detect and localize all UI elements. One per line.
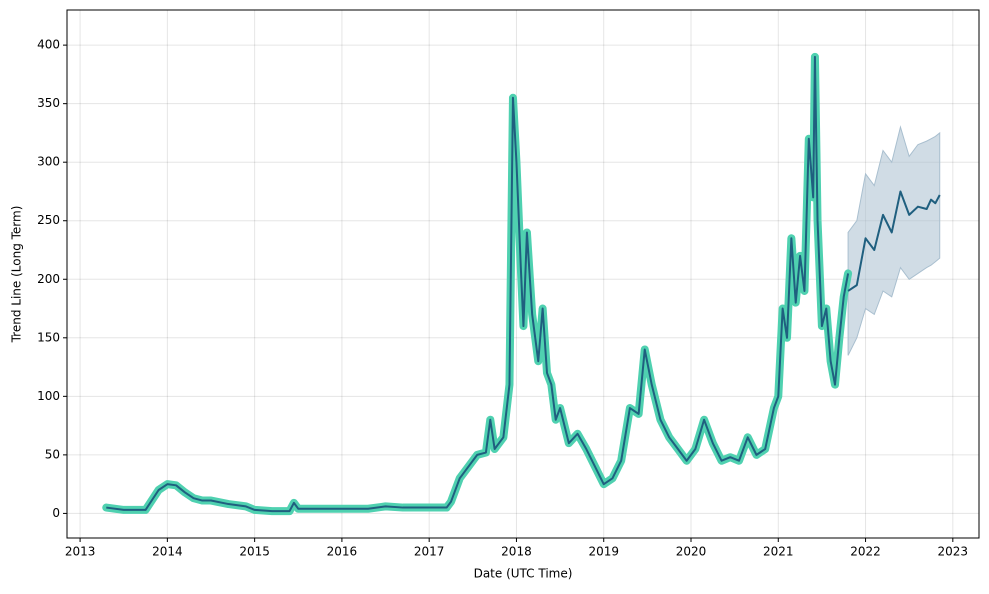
x-tick-label: 2022	[850, 545, 881, 559]
line	[847, 190, 941, 292]
x-tick-label: 2019	[588, 545, 619, 559]
x-tick-label: 2020	[676, 545, 707, 559]
line	[106, 55, 850, 513]
x-tick-label: 2017	[414, 545, 445, 559]
y-tick-label: 150	[37, 330, 60, 344]
x-tick-label: 2013	[65, 545, 96, 559]
x-tick-label: 2018	[501, 545, 532, 559]
x-tick-label: 2016	[327, 545, 358, 559]
x-tick-label: 2023	[938, 545, 969, 559]
y-tick-label: 350	[37, 96, 60, 110]
line-halo	[102, 52, 853, 516]
y-tick-label: 250	[37, 213, 60, 227]
x-tick-label: 2021	[763, 545, 794, 559]
y-tick-label: 300	[37, 155, 60, 169]
y-tick-label: 50	[45, 447, 60, 461]
x-tick-label: 2014	[152, 545, 183, 559]
y-tick-label: 0	[52, 506, 60, 520]
x-axis-label: Date (UTC Time)	[474, 567, 573, 581]
confidence-band	[847, 125, 941, 356]
y-tick-label: 100	[37, 389, 60, 403]
x-tick-label: 2015	[239, 545, 270, 559]
y-tick-label: 200	[37, 272, 60, 286]
y-axis-label: Trend Line (Long Term)	[10, 206, 24, 344]
plot-frame	[66, 9, 980, 539]
y-tick-label: 400	[37, 38, 60, 52]
